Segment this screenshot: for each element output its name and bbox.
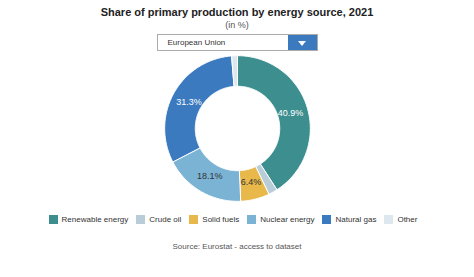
html-text:European Union: European Union <box>167 38 226 47</box>
svg-text:18.1%: 18.1% <box>197 171 223 181</box>
html-text:Nuclear energy: Nuclear energy <box>260 215 315 224</box>
svg-text:6.4%: 6.4% <box>241 177 262 187</box>
svg-text:40.9%: 40.9% <box>278 108 304 118</box>
html-text:Crude oil: Crude oil <box>149 215 182 224</box>
html-text:Natural gas: Natural gas <box>335 215 377 224</box>
html-text:Solid fuels: Solid fuels <box>202 215 240 224</box>
svg-text:31.3%: 31.3% <box>176 97 202 107</box>
html-text:(in %): (in %) <box>225 20 249 30</box>
html-text:Share of primary production by: Share of primary production by energy so… <box>100 6 374 18</box>
html-text:Source: Eurostat - access to d: Source: Eurostat - access to dataset <box>172 242 302 251</box>
html-text:Other: Other <box>397 215 418 224</box>
html-text:Renewable energy: Renewable energy <box>61 215 129 224</box>
